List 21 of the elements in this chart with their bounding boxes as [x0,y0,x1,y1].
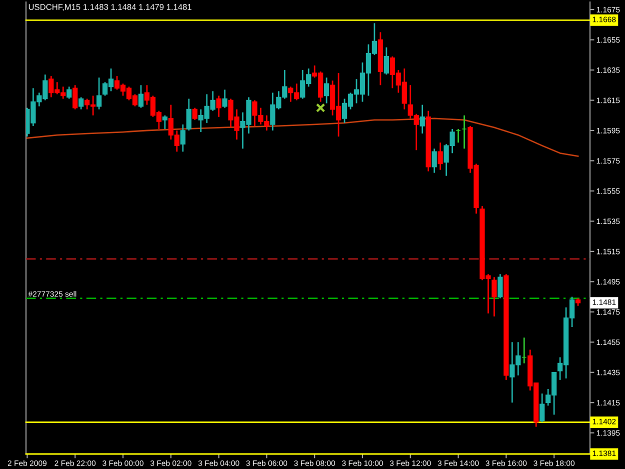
candlestick [96,76,102,110]
candlestick [432,148,437,174]
candlestick [216,95,222,118]
candlestick [72,84,78,110]
line-series [26,118,579,157]
candlestick [162,114,168,130]
candlestick [186,98,192,132]
candlestick [192,107,198,121]
candlestick [540,392,545,423]
candlestick [78,96,84,110]
candlestick [180,124,186,152]
candlestick [138,84,144,109]
candlestick [222,88,228,109]
candlestick [324,76,330,104]
chart-title: USDCHF,M15 1.1483 1.1484 1.1479 1.1481 [28,4,192,11]
candlestick [420,104,425,134]
candlestick [438,142,443,170]
candlestick [66,86,72,100]
candlestick [384,46,390,76]
candlestick [498,273,503,299]
candlestick [492,276,497,318]
